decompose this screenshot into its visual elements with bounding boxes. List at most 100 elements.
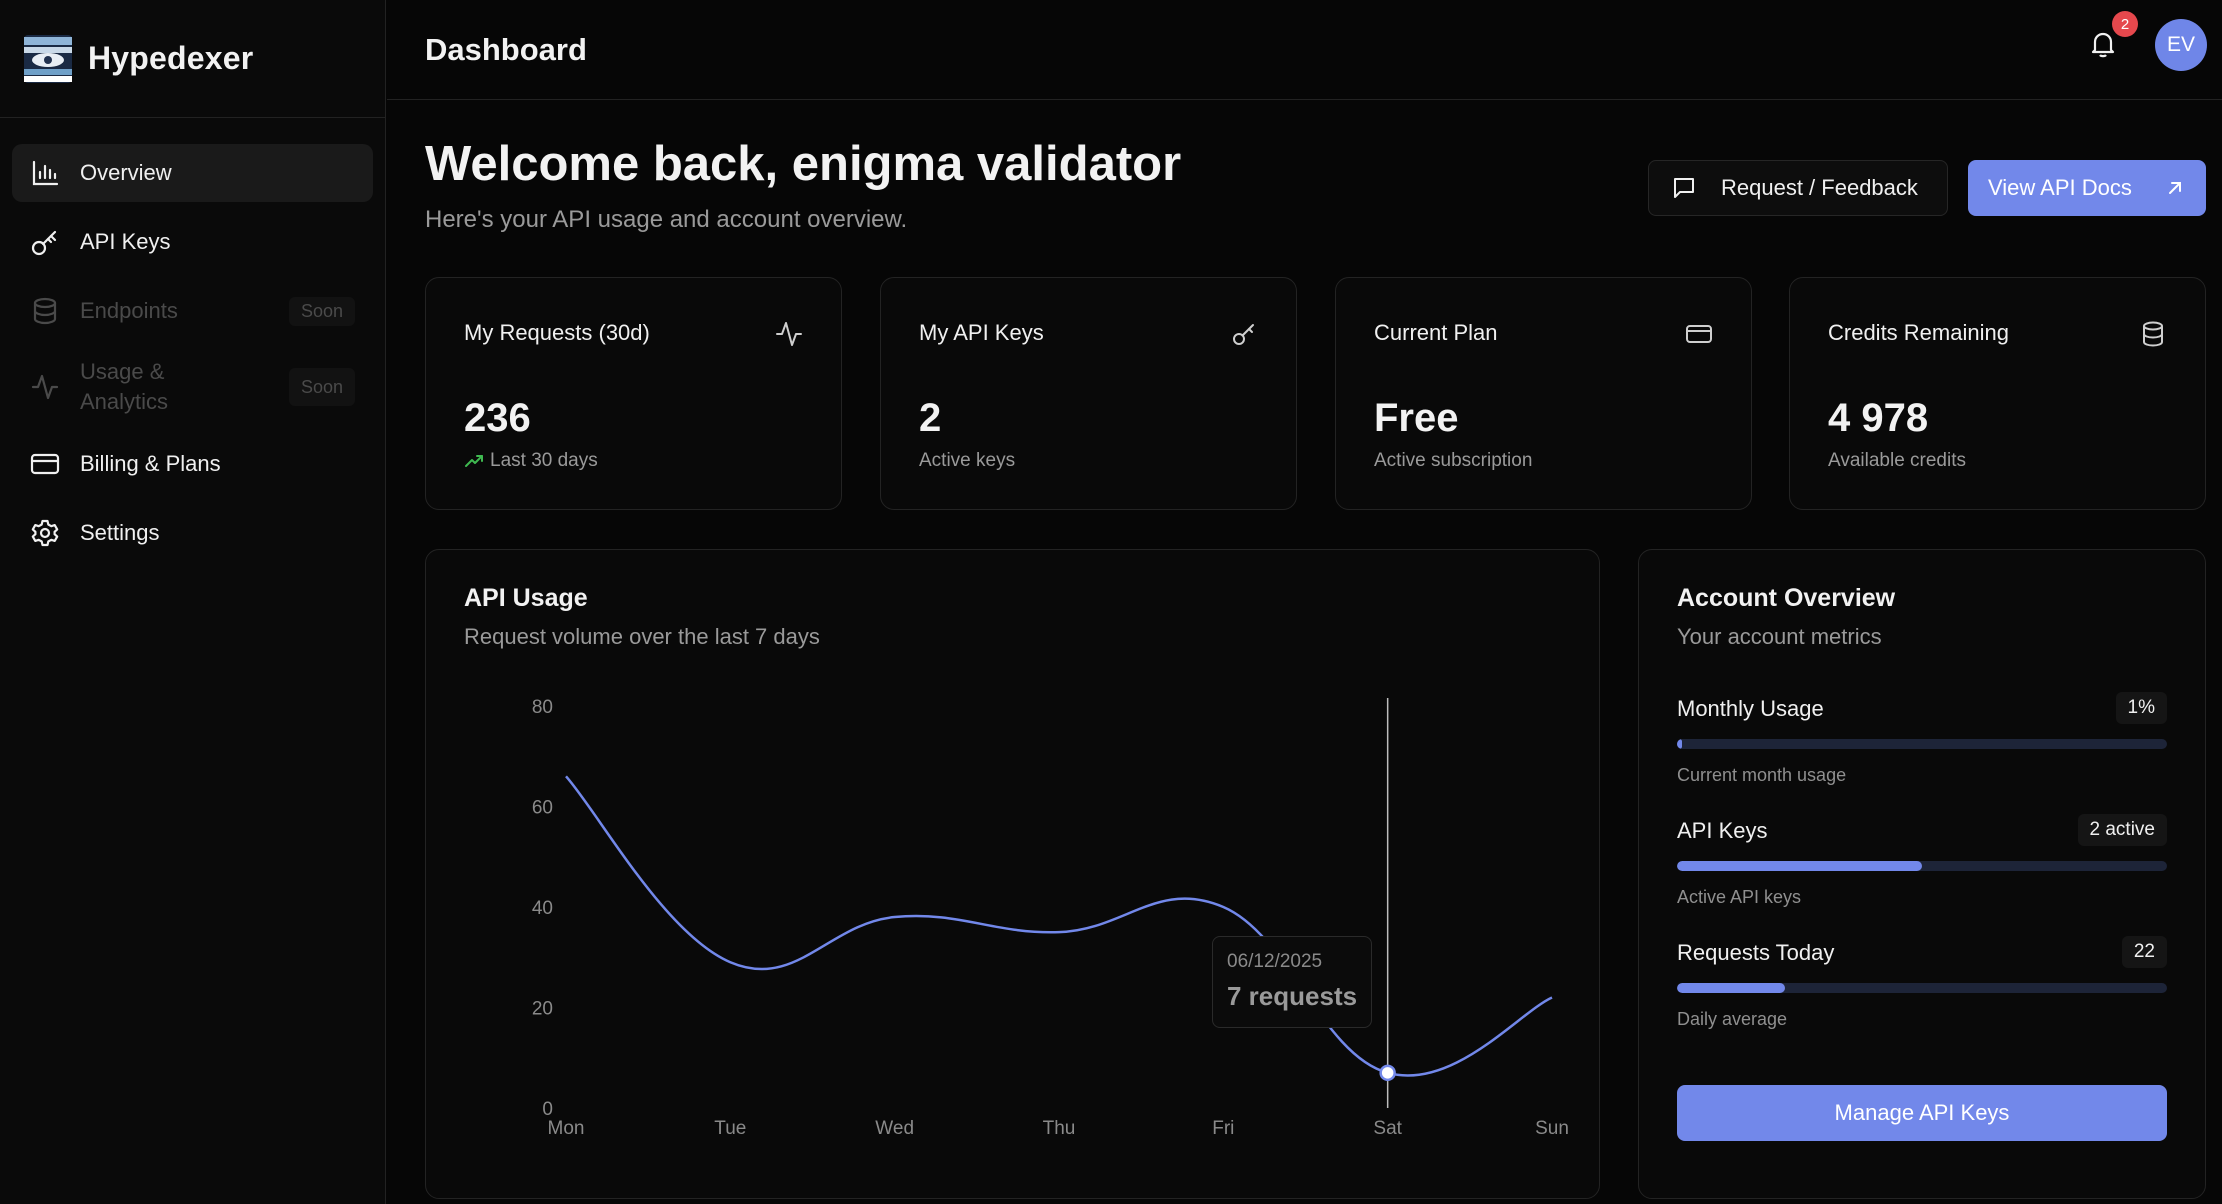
sidebar-item-label: Billing & Plans	[80, 451, 221, 476]
progress-bar-api-keys	[1677, 861, 2167, 871]
api-usage-panel: API Usage Request volume over the last 7…	[425, 549, 1600, 1199]
key-icon	[31, 230, 57, 256]
stat-sub-text: Active keys	[919, 450, 1016, 471]
soon-badge: Soon	[288, 368, 355, 406]
sidebar-item-overview[interactable]: Overview	[12, 144, 373, 202]
database-icon	[2143, 321, 2163, 347]
request-feedback-label: Request / Feedback	[1721, 175, 1918, 200]
series-line	[565, 775, 1553, 1077]
stat-value: Free	[1374, 396, 1459, 440]
soon-badge: Soon	[288, 296, 355, 326]
stat-sub-text: Last 30 days	[490, 450, 598, 471]
metric-note: Current month usage	[1677, 765, 1847, 785]
metric-label: Requests Today	[1677, 940, 1835, 965]
stat-card-plan: Current Plan Free Active subscription	[1335, 277, 1752, 510]
stat-sub: Last 30 days	[464, 450, 598, 472]
view-api-docs-label: View API Docs	[1988, 175, 2132, 200]
metric-label: Monthly Usage	[1677, 696, 1824, 721]
progress-fill	[1677, 983, 1785, 993]
stat-card-requests: My Requests (30d) 236 Last 30 days	[425, 277, 842, 510]
chart-tooltip: 06/12/2025 7 requests	[1212, 936, 1372, 1028]
stat-title: Current Plan	[1374, 320, 1498, 345]
progress-bar-monthly-usage	[1677, 739, 2167, 749]
stat-card-api-keys: My API Keys 2 Active keys	[880, 277, 1297, 510]
stat-title: My API Keys	[919, 320, 1044, 345]
avatar[interactable]: EV	[2155, 19, 2207, 71]
stat-card-credits: Credits Remaining 4 978 Available credit…	[1789, 277, 2206, 510]
bell-icon[interactable]	[2087, 28, 2119, 60]
arrow-up-right-icon	[2169, 182, 2181, 194]
activity-icon	[31, 374, 59, 400]
view-api-docs-button[interactable]: View API Docs	[1968, 160, 2206, 216]
x-tick-label: Tue	[714, 1118, 746, 1139]
stat-value: 236	[464, 396, 531, 440]
sidebar-item-label-line1: Usage &	[80, 359, 165, 384]
stat-title: Credits Remaining	[1828, 320, 2009, 345]
brand[interactable]: Hypedexer	[0, 0, 385, 118]
key-icon	[1233, 324, 1254, 345]
sidebar-item-api-keys[interactable]: API Keys	[12, 213, 373, 271]
trending-up-icon	[465, 455, 483, 467]
data-point-highlight	[1379, 1064, 1396, 1082]
sidebar-item-label: API Keys	[80, 229, 171, 254]
y-tick-label: 0	[542, 1099, 553, 1120]
progress-bar-requests-today	[1677, 983, 2167, 993]
stat-title: My Requests (30d)	[464, 320, 650, 345]
credit-card-icon	[1686, 325, 1712, 343]
panel-title: API Usage	[464, 584, 588, 612]
sidebar-item-label: Overview	[80, 160, 172, 185]
metric-badge: 2 active	[2077, 814, 2167, 846]
page-title: Dashboard	[425, 31, 587, 67]
stat-value: 4 978	[1828, 396, 1929, 440]
metric-note: Daily average	[1677, 1009, 1788, 1029]
y-tick-label: 80	[532, 697, 553, 718]
sidebar-item-label-line2: Analytics	[80, 389, 169, 414]
activity-icon	[776, 322, 802, 346]
panel-subtitle: Your account metrics	[1677, 624, 1882, 649]
sidebar-item-settings[interactable]: Settings	[12, 504, 373, 562]
stat-sub: Available credits	[1828, 450, 1966, 472]
stat-sub: Active keys	[919, 450, 1015, 472]
notification-badge: 2	[2112, 11, 2138, 37]
metric-note: Active API keys	[1677, 887, 1802, 907]
account-overview-panel: Account Overview Your account metrics Mo…	[1638, 549, 2206, 1199]
sidebar-nav: Overview API Keys Endpoints Soon Usage &…	[0, 118, 385, 562]
tooltip-date: 06/12/2025	[1227, 951, 1323, 972]
top-header: Dashboard	[387, 0, 2222, 100]
y-tick-label: 20	[532, 999, 553, 1020]
stat-sub: Active subscription	[1374, 450, 1532, 472]
bar-chart-icon	[32, 160, 59, 186]
progress-fill	[1677, 739, 1682, 749]
sidebar-item-label: Endpoints	[80, 298, 178, 323]
brand-name: Hypedexer	[88, 40, 254, 76]
message-square-icon	[1674, 178, 1694, 198]
stat-sub-text: Available credits	[1828, 450, 1967, 471]
x-tick-label: Mon	[548, 1118, 585, 1139]
sidebar-item-label: Usage & Analytics	[80, 357, 289, 417]
x-tick-label: Thu	[1043, 1118, 1076, 1139]
sidebar: Hypedexer Overview API Keys Endpoints So…	[0, 0, 386, 1204]
database-icon	[33, 297, 57, 325]
credit-card-icon	[30, 453, 60, 475]
metric-label: API Keys	[1677, 818, 1768, 843]
metric-badge: 1%	[2115, 692, 2167, 724]
stat-sub-text: Active subscription	[1374, 450, 1533, 471]
panel-subtitle: Request volume over the last 7 days	[464, 624, 820, 649]
welcome-subtitle: Here's your API usage and account overvi…	[425, 206, 908, 233]
manage-api-keys-button[interactable]: Manage API Keys	[1677, 1085, 2167, 1141]
sidebar-item-endpoints: Endpoints Soon	[12, 282, 373, 340]
request-feedback-button[interactable]: Request / Feedback	[1648, 160, 1948, 216]
y-tick-label: 40	[532, 898, 553, 919]
progress-fill	[1677, 861, 1922, 871]
x-tick-label: Sat	[1373, 1118, 1402, 1139]
gear-icon	[31, 519, 59, 547]
panel-title: Account Overview	[1677, 584, 1896, 612]
tooltip-value: 7 requests	[1227, 981, 1358, 1011]
sidebar-item-usage-analytics: Usage & Analytics Soon	[12, 351, 373, 423]
x-tick-label: Sun	[1535, 1118, 1569, 1139]
sidebar-item-billing[interactable]: Billing & Plans	[12, 435, 373, 493]
hypedexer-logo-icon	[24, 34, 72, 83]
sidebar-item-label: Settings	[80, 520, 160, 545]
y-tick-label: 60	[532, 798, 553, 819]
